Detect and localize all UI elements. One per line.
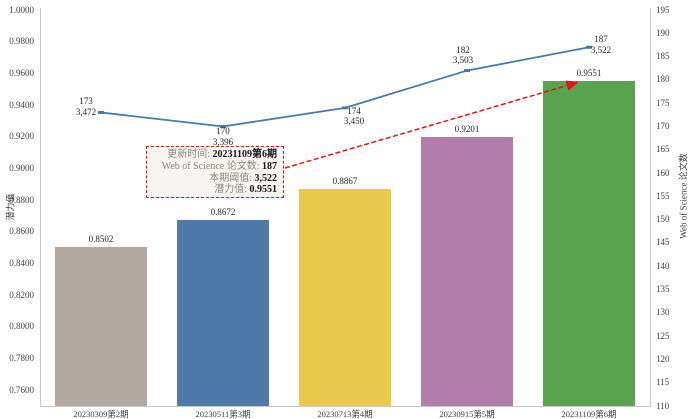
- y-axis-tick-right: 165: [656, 144, 670, 155]
- y-axis-tick-right: 180: [656, 74, 670, 85]
- line-point-label-line: 182: [456, 44, 470, 55]
- x-axis-line: [40, 406, 651, 407]
- y-axis-tick-right: 135: [656, 284, 670, 295]
- line-point-label-line: 173: [79, 96, 93, 107]
- y-axis-tick-right: 185: [656, 51, 670, 62]
- tooltip-row-paper-count: Web of Science 论文数: 187: [147, 161, 277, 173]
- line-point-label: 182 3,503: [453, 45, 473, 66]
- y-axis-tick-right: 195: [656, 4, 670, 15]
- y-axis-tick-left: 0.7800: [9, 352, 34, 363]
- y-axis-line-right: [650, 8, 651, 406]
- line-point-label-line: 3,522: [590, 44, 612, 55]
- y-axis-tick-left: 1.0000: [9, 4, 34, 15]
- tooltip-value: 187: [262, 160, 277, 172]
- bar-value-label: 0.8672: [210, 207, 236, 218]
- data-tooltip: 更新时间: 20231109第6期 Web of Science 论文数: 18…: [146, 146, 284, 198]
- line-point-label-line: 3,472: [75, 106, 97, 117]
- x-axis-label: 20230713第4期: [317, 409, 373, 419]
- y-axis-tick-right: 190: [656, 27, 670, 38]
- y-axis-tick-left: 0.8800: [9, 194, 34, 205]
- y-axis-tick-left: 0.9800: [9, 36, 34, 47]
- line-point-label-line: 3,503: [452, 55, 474, 66]
- y-axis-tick-right: 115: [656, 377, 670, 388]
- tooltip-label: 本期阈值:: [209, 172, 255, 184]
- line-point-label: 174 3,450: [344, 106, 364, 127]
- y-axis-tick-right: 170: [656, 120, 670, 131]
- y-axis-line-left: [40, 8, 41, 406]
- y-axis-tick-right: 110: [656, 400, 670, 411]
- bar-value-label: 0.9551: [576, 68, 602, 79]
- y-axis-tick-left: 0.8400: [9, 257, 34, 268]
- line-point-marker[interactable]: [98, 110, 104, 114]
- line-point-label: 187 3,522: [591, 34, 611, 55]
- y-axis-tick-left: 0.8200: [9, 289, 34, 300]
- tooltip-value: 0.9551: [249, 184, 278, 196]
- line-point-label-line: 187: [594, 34, 608, 45]
- line-point-label: 173 3,472: [76, 96, 96, 117]
- y-axis-tick-left: 0.8000: [9, 321, 34, 332]
- bar-value-label: 0.8502: [88, 234, 114, 245]
- line-point-marker[interactable]: [464, 69, 470, 73]
- tooltip-label: 潜力值:: [214, 184, 250, 196]
- x-axis-label: 20230511第3期: [195, 409, 251, 419]
- line-point-label-line: 3,450: [343, 116, 365, 127]
- y-axis-tick-right: 145: [656, 237, 670, 248]
- y-axis-tick-left: 0.8600: [9, 226, 34, 237]
- tooltip-value: 3,522: [254, 172, 278, 184]
- y-axis-tick-right: 120: [656, 353, 670, 364]
- y-axis-tick-right: 125: [656, 330, 670, 341]
- tooltip-value: 20231109第6期: [212, 149, 277, 160]
- x-axis-label: 20231109第6期: [561, 409, 617, 419]
- tooltip-row-update-time: 更新时间: 20231109第6期: [147, 149, 277, 161]
- bar-value-label: 0.9201: [454, 123, 480, 134]
- y-axis-tick-right: 150: [656, 214, 670, 225]
- line-point-label-line: 3,396: [212, 136, 234, 147]
- bar-period-3[interactable]: [299, 189, 391, 406]
- right-axis-title: Web of Science 论文数: [678, 153, 689, 239]
- tooltip-row-potential: 潜力值: 0.9551: [147, 184, 277, 196]
- bar-period-1[interactable]: [55, 247, 147, 406]
- tooltip-label: 更新时间:: [167, 149, 213, 160]
- line-point-label-line: 170: [216, 126, 230, 137]
- y-axis-tick-right: 130: [656, 307, 670, 318]
- y-axis-tick-left: 0.9200: [9, 131, 34, 142]
- bar-period-2[interactable]: [177, 220, 269, 406]
- y-axis-tick-left: 0.9400: [9, 99, 34, 110]
- x-axis-label: 20230915第5期: [439, 409, 495, 419]
- y-axis-tick-right: 155: [656, 190, 670, 201]
- y-axis-tick-left: 0.9600: [9, 67, 34, 78]
- tooltip-row-threshold: 本期阈值: 3,522: [147, 173, 277, 185]
- tooltip-label: Web of Science 论文数:: [161, 160, 262, 172]
- bar-value-label: 0.8867: [332, 176, 358, 187]
- y-axis-tick-right: 140: [656, 260, 670, 271]
- line-point-label: 170 3,396: [213, 126, 233, 147]
- y-axis-tick-left: 0.7600: [9, 384, 34, 395]
- bar-period-4[interactable]: [421, 136, 513, 406]
- y-axis-tick-right: 160: [656, 167, 670, 178]
- x-axis-label: 20230309第2期: [73, 409, 129, 419]
- bar-period-5[interactable]: [543, 81, 635, 406]
- y-axis-tick-right: 175: [656, 97, 670, 108]
- y-axis-tick-left: 0.9000: [9, 162, 34, 173]
- line-point-label-line: 174: [347, 105, 361, 116]
